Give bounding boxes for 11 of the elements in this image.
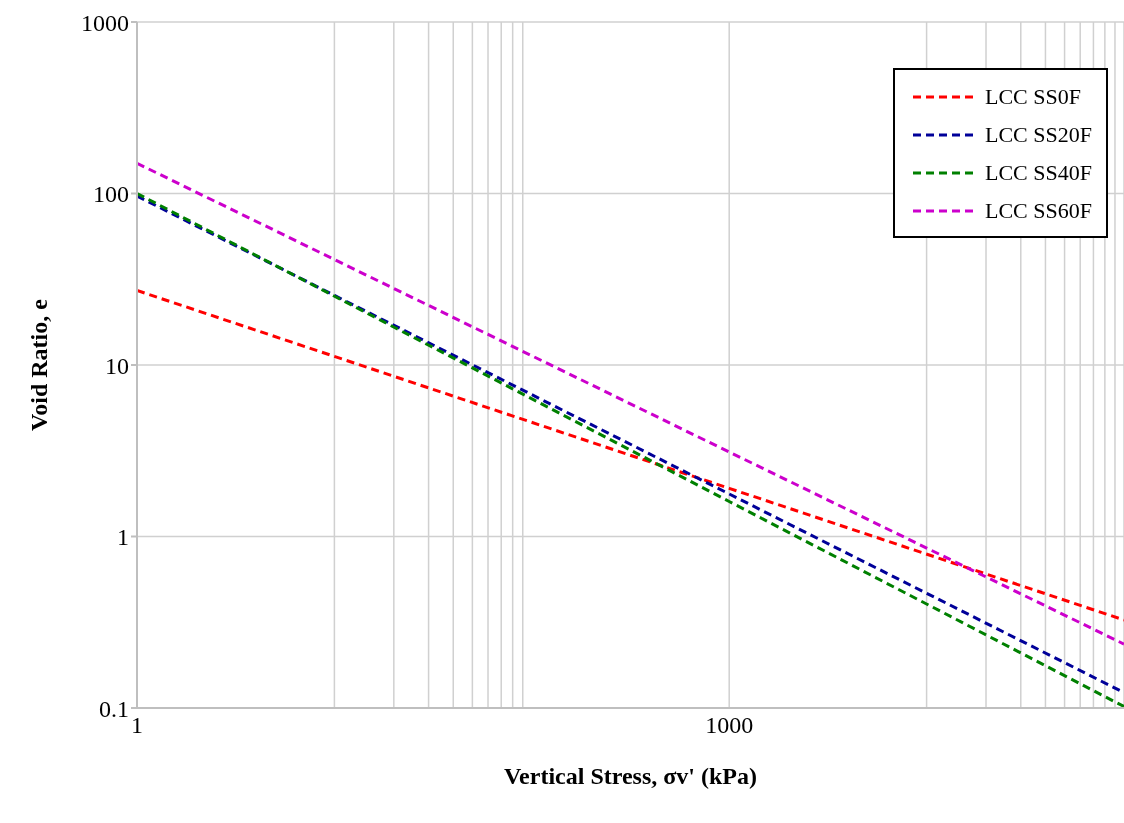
legend-label: LCC SS40F	[985, 160, 1092, 186]
legend-label: LCC SS0F	[985, 84, 1081, 110]
x-axis-title: Vertical Stress, σv' (kPa)	[503, 763, 758, 789]
y-tick-label: 10	[105, 352, 129, 379]
y-tick-label: 1000	[81, 9, 129, 36]
y-axis-title: Void Ratio, e	[25, 298, 52, 431]
y-tick-label: 1	[117, 524, 129, 551]
legend-label: LCC SS60F	[985, 198, 1092, 224]
y-tick-label: 100	[93, 181, 129, 208]
legend-label: LCC SS20F	[985, 122, 1092, 148]
y-tick-label: 0.1	[99, 695, 129, 722]
